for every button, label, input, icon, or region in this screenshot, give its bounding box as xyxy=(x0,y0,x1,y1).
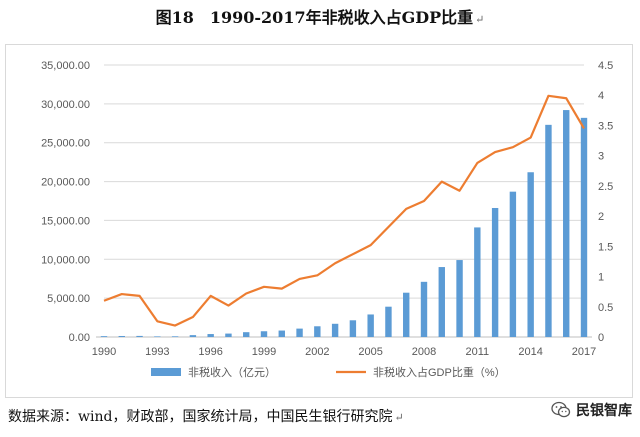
y-right-tick-label: 3 xyxy=(598,151,604,163)
x-tick-label: 2005 xyxy=(358,346,382,358)
x-tick-label: 2008 xyxy=(412,346,436,358)
y-right-tick-label: 0 xyxy=(598,332,604,344)
y-right-tick-label: 4 xyxy=(598,90,604,102)
bar xyxy=(545,124,552,337)
figure-title-text: 图18 1990-2017年非税收入占GDP比重 xyxy=(155,8,474,27)
series-line xyxy=(103,94,585,327)
x-tick-label: 1996 xyxy=(198,346,222,358)
bar xyxy=(278,330,285,337)
legend-label: 非税收入占GDP比重（%） xyxy=(373,365,506,379)
bar xyxy=(349,320,357,337)
bar xyxy=(403,292,410,337)
y-left-tick-label: 10,000.00 xyxy=(41,254,90,266)
y-left-tick-label: 20,000.00 xyxy=(41,177,90,189)
y-left-tick-label: 0.00 xyxy=(69,332,90,344)
chart-panel: 0.00 5,000.00 10,000.00 15,000.00 20,000.00 2… xyxy=(5,44,633,398)
brand-name: 民银智库 xyxy=(576,403,632,419)
source-note: 数据来源：wind，财政部，国家统计局，中国民生银行研究院 ↵ xyxy=(8,406,404,426)
bar xyxy=(385,306,392,337)
legend-label: 非税收入（亿元） xyxy=(188,365,276,379)
bar xyxy=(420,281,428,337)
x-tick-label: 2011 xyxy=(466,346,490,358)
x-tick-label: 2014 xyxy=(518,346,542,358)
bar xyxy=(154,336,161,337)
bar xyxy=(136,335,143,337)
bar xyxy=(474,227,481,337)
y-right-tick-label: 3.5 xyxy=(598,120,613,132)
x-tick-label: 1999 xyxy=(252,346,276,358)
bar xyxy=(367,314,374,337)
y-right-tick-label: 0.5 xyxy=(598,302,613,314)
y-right-tick-label: 1 xyxy=(598,272,604,284)
y-right-tick-label: 4.5 xyxy=(598,60,613,72)
y-left-tick-label: 5,000.00 xyxy=(47,293,90,305)
y-right-tick-label: 2.5 xyxy=(598,181,613,193)
bar xyxy=(118,335,125,337)
y-left-tick-label: 15,000.00 xyxy=(41,215,90,227)
bar xyxy=(438,267,445,337)
bar xyxy=(171,336,179,337)
x-tick-label: 2002 xyxy=(305,346,329,358)
bar xyxy=(314,326,321,337)
bar xyxy=(296,328,303,337)
bar xyxy=(225,333,232,337)
bar xyxy=(563,110,570,338)
bar xyxy=(260,331,268,337)
wechat-icon xyxy=(551,401,571,418)
figure-title: 图18 1990-2017年非税收入占GDP比重 ↵ xyxy=(0,4,640,28)
y-right-tick-label: 1.5 xyxy=(598,241,613,253)
y-left-tick-label: 30,000.00 xyxy=(41,99,90,111)
source-text: 数据来源：wind，财政部，国家统计局，中国民生银行研究院 xyxy=(8,409,393,425)
bar xyxy=(207,334,214,337)
x-tick-label: 1990 xyxy=(92,346,116,358)
bar xyxy=(331,323,339,337)
x-tick-label: 2017 xyxy=(572,346,596,358)
bar xyxy=(491,207,499,337)
bar xyxy=(189,335,197,337)
bar xyxy=(100,336,108,337)
bar xyxy=(456,260,463,337)
brand-watermark: 民银智库 xyxy=(551,400,632,420)
legend-swatch-bar xyxy=(151,368,181,376)
chart: 0.00 5,000.00 10,000.00 15,000.00 20,000.00 2… xyxy=(41,60,613,379)
return-mark-icon: ↵ xyxy=(475,13,485,26)
y-right-tick-label: 2 xyxy=(598,211,604,223)
bar xyxy=(527,172,534,337)
bar xyxy=(580,117,588,338)
y-left-tick-label: 25,000.00 xyxy=(41,138,90,150)
bar xyxy=(243,332,250,337)
x-tick-label: 1993 xyxy=(145,346,169,358)
bar xyxy=(509,191,517,337)
y-left-tick-label: 35,000.00 xyxy=(41,60,90,72)
return-mark-icon: ↵ xyxy=(394,411,404,424)
